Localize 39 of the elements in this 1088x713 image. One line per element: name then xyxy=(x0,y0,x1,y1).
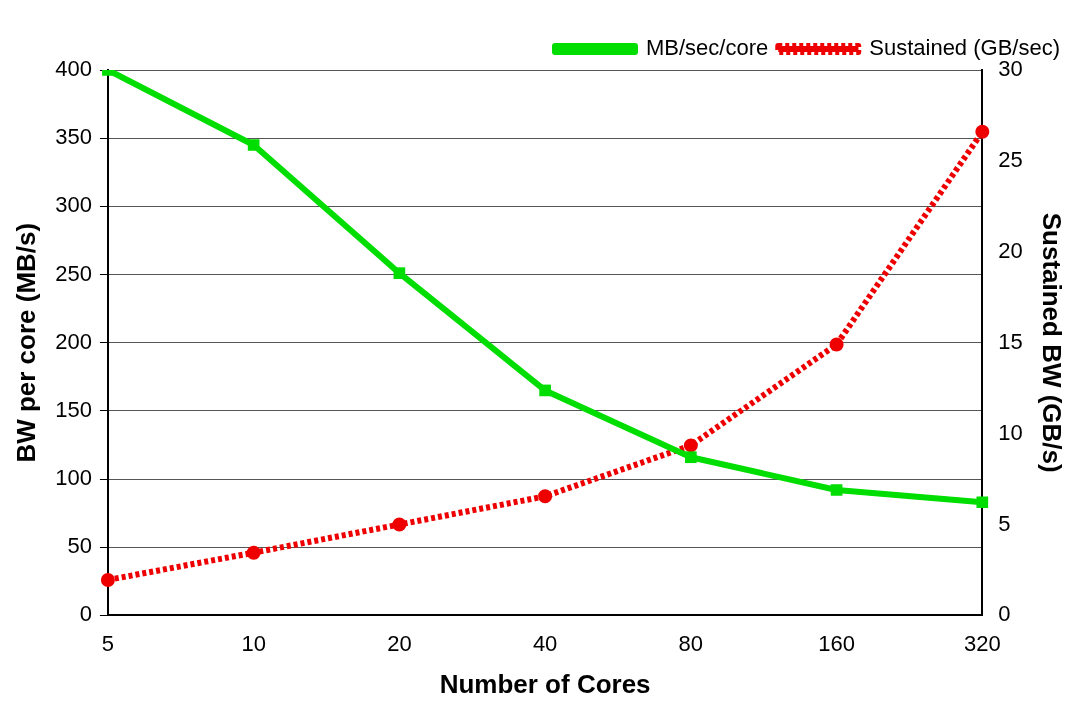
x-tick-label: 10 xyxy=(241,630,266,656)
y2-tick-label: 5 xyxy=(998,510,1011,536)
point xyxy=(538,489,553,504)
point xyxy=(100,572,115,587)
y-tick-label: 300 xyxy=(55,192,92,218)
y2-tick-label: 25 xyxy=(998,146,1023,172)
y-tick-label: 50 xyxy=(67,533,92,559)
x-tick-label: 5 xyxy=(101,630,115,656)
point xyxy=(829,337,844,352)
point xyxy=(830,484,843,496)
y2-tick-label: 20 xyxy=(998,237,1023,263)
y-tick-label: 350 xyxy=(55,124,92,150)
y-tick-label: 250 xyxy=(55,260,92,286)
y-tick-label: 200 xyxy=(55,328,92,354)
point xyxy=(247,139,260,151)
point xyxy=(975,124,990,139)
y2-tick-label: 0 xyxy=(998,601,1011,627)
point xyxy=(392,517,407,532)
x-tick-label: 40 xyxy=(532,630,558,656)
y-tick-label: 0 xyxy=(79,601,92,627)
y2-tick-label: 10 xyxy=(998,419,1023,445)
point xyxy=(539,384,551,397)
legend-label: MB/sec/core xyxy=(645,35,769,61)
point xyxy=(976,496,989,509)
x-tick-label: 20 xyxy=(387,630,412,656)
x-axis-title: Number of Cores xyxy=(439,668,651,699)
y-axis-title: BW per core (MB/s) xyxy=(10,222,41,463)
x-tick-label: 160 xyxy=(818,630,855,656)
point xyxy=(685,451,697,464)
point xyxy=(246,545,261,560)
x-tick-label: 80 xyxy=(678,630,704,656)
y-tick-label: 400 xyxy=(55,56,92,82)
y2-tick-label: 15 xyxy=(998,328,1023,354)
x-tick-label: 320 xyxy=(963,630,1001,656)
point xyxy=(393,267,406,279)
point xyxy=(683,438,698,453)
y-tick-label: 100 xyxy=(55,465,92,491)
y-tick-label: 150 xyxy=(55,396,92,422)
y2-axis-title: Sustained BW (GB/s) xyxy=(1037,212,1068,473)
